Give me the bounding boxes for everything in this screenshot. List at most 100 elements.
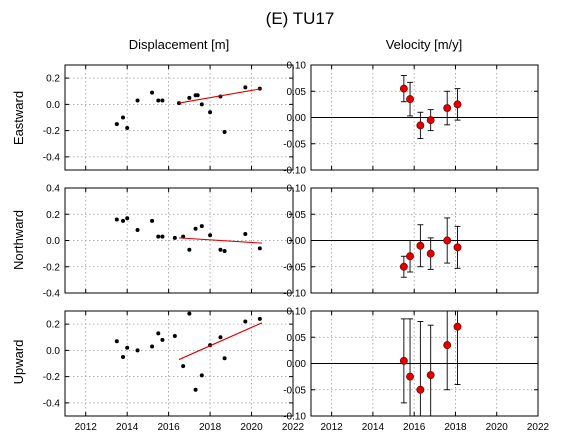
displacement-point (218, 247, 223, 252)
displacement-point (243, 319, 248, 324)
y-tick-label: -0.05 (283, 385, 306, 396)
y-tick-label: -0.10 (283, 166, 306, 177)
displacement-point (135, 348, 140, 353)
velocity-point (426, 116, 435, 125)
displacement-point (257, 246, 262, 251)
displacement-point (160, 234, 165, 239)
displacement-point (150, 344, 155, 349)
velocity-point (406, 372, 415, 381)
displacement-point (125, 216, 130, 221)
panel-frame (64, 64, 294, 171)
displacement-point (135, 228, 140, 232)
displacement-point (222, 249, 227, 253)
y-tick-label: -0.4 (43, 398, 61, 409)
displacement-point (193, 226, 198, 231)
displacement-point (181, 364, 186, 369)
displacement-point (156, 234, 161, 239)
velocity-point (416, 385, 425, 394)
x-tick-label: 2016 (158, 422, 181, 433)
y-tick-label: 0.0 (46, 100, 60, 111)
trend-line (178, 237, 262, 244)
displacement-point (150, 90, 155, 95)
velocity-point (416, 121, 425, 130)
y-tick-label: -0.2 (43, 126, 61, 137)
velocity-point (443, 104, 452, 113)
y-tick-label: -0.10 (283, 289, 306, 300)
trend-line (178, 88, 263, 104)
page-title: (E) TU17 (266, 9, 335, 28)
panel-upward-velocity: 2012 2014 2016 2018 2020 2022-0.10-0.050.000.… (283, 307, 550, 434)
x-tick-label: 2020 (486, 422, 509, 433)
x-tick-label: 2012 (321, 422, 344, 433)
displacement-point (222, 129, 227, 134)
x-tick-label: 2022 (527, 422, 550, 433)
y-tick-label: -0.10 (283, 412, 306, 423)
velocity-point (426, 371, 435, 379)
displacement-point (208, 233, 213, 238)
marks (114, 216, 262, 253)
panel-northward-displacement: -0.4 -0.2 0.0 0.2 0.4 (43, 184, 294, 300)
y-tick-label: 0.00 (287, 359, 307, 370)
displacement-point (218, 335, 223, 340)
y-tick-label: -0.2 (43, 262, 61, 273)
trend-line (178, 322, 263, 361)
displacement-point (125, 345, 130, 350)
velocity-point (453, 243, 462, 252)
displacement-point (187, 95, 192, 100)
marks (399, 311, 462, 416)
velocity-point (443, 341, 452, 350)
panels: -0.4-0.20.00.2-0.10-0.050.000.050.10-0.4… (43, 61, 550, 434)
displacement-point (121, 115, 126, 120)
row-label-northward: Northward (11, 210, 26, 270)
velocity-point (399, 356, 408, 365)
panel-eastward-displacement: -0.4 -0.2 0.0 0.2 (43, 64, 294, 171)
y-tick-label: 0.05 (287, 87, 307, 98)
y-tick-label: 0.10 (287, 307, 307, 318)
displacement-point (114, 339, 119, 344)
marks (114, 311, 263, 392)
velocity-point (426, 249, 435, 258)
y-tick-label: 0.05 (287, 210, 307, 221)
displacement-point (243, 85, 248, 90)
velocity-point (406, 95, 415, 104)
displacement-point (257, 316, 262, 321)
panel-frame (310, 187, 539, 294)
y-tick-label: 0.4 (46, 184, 60, 195)
y-tick-label: -0.4 (43, 152, 61, 163)
displacement-point (160, 98, 165, 103)
column-title-velocity: Velocity [m/y] (386, 37, 463, 52)
y-tick-label: 0.2 (46, 74, 60, 85)
displacement-point (199, 224, 204, 229)
displacement-point (187, 311, 192, 316)
y-tick-label: -0.05 (283, 139, 306, 150)
y-tick-label: 0.2 (46, 210, 60, 221)
velocity-point (416, 241, 425, 250)
displacement-point (199, 102, 204, 107)
displacement-point (150, 218, 155, 223)
displacement-point (135, 98, 140, 103)
y-tick-label: 0.10 (287, 61, 307, 72)
x-tick-label: 2022 (282, 422, 305, 433)
x-tick-label: 2016 (403, 422, 426, 433)
y-tick-label: 0.05 (287, 333, 307, 344)
velocity-point (399, 262, 408, 271)
row-label-eastward: Eastward (11, 91, 26, 145)
panel-frame (310, 64, 539, 171)
displacement-point (172, 235, 177, 240)
displacement-point (193, 387, 198, 392)
column-title-displacement: Displacement [m] (129, 37, 229, 52)
x-tick-label: 2014 (116, 422, 139, 433)
displacement-point (160, 337, 165, 342)
x-tick-label: 2020 (240, 422, 263, 433)
marks (399, 75, 462, 139)
displacement-point (208, 110, 213, 115)
displacement-point (187, 247, 192, 252)
displacement-point (114, 122, 119, 127)
displacement-point (114, 217, 119, 222)
y-tick-label: -0.4 (43, 289, 61, 300)
displacement-point (156, 331, 161, 336)
panel-eastward-velocity: -0.10 -0.05 0.00 0.05 0.10 (283, 61, 539, 177)
y-tick-label: 0.00 (287, 113, 307, 124)
panel-frame (310, 310, 539, 417)
